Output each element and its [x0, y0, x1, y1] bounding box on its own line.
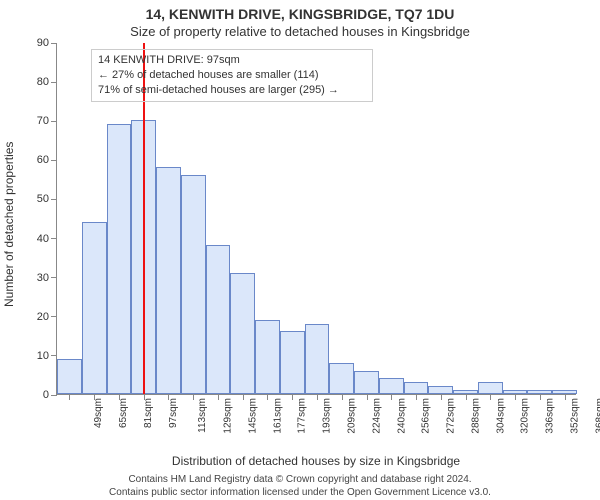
x-axis-label: Distribution of detached houses by size …	[56, 454, 576, 468]
y-tick	[51, 121, 57, 122]
x-tick	[441, 394, 442, 400]
histogram-bar	[305, 324, 330, 394]
x-tick	[69, 394, 70, 400]
x-tick-label: 113sqm	[197, 398, 208, 433]
histogram-bar	[404, 382, 429, 394]
y-tick-label: 40	[37, 233, 49, 245]
y-axis-label: Number of detached properties	[2, 142, 16, 307]
x-tick	[292, 394, 293, 400]
y-tick-label: 60	[37, 154, 49, 166]
histogram-bar	[379, 378, 404, 394]
x-tick-label: 65sqm	[118, 398, 129, 428]
histogram-bar	[230, 273, 255, 394]
y-tick	[51, 199, 57, 200]
x-tick-label: 145sqm	[248, 398, 259, 434]
x-tick	[391, 394, 392, 400]
y-tick-label: 10	[37, 350, 49, 362]
histogram-bar	[156, 167, 181, 394]
y-tick	[51, 395, 57, 396]
histogram-bar	[329, 363, 354, 394]
y-tick-label: 90	[37, 37, 49, 49]
x-tick-label: 352sqm	[569, 398, 580, 434]
x-tick-label: 193sqm	[322, 398, 333, 434]
histogram-bar	[206, 245, 231, 394]
x-tick	[515, 394, 516, 400]
x-tick-label: 240sqm	[396, 398, 407, 434]
x-tick-label: 97sqm	[168, 398, 179, 428]
histogram-bar	[181, 175, 206, 394]
histogram-bar	[57, 359, 82, 394]
footer-line-2: Contains public sector information licen…	[0, 486, 600, 499]
x-tick	[342, 394, 343, 400]
x-tick	[94, 394, 95, 400]
x-tick-label: 161sqm	[272, 398, 283, 434]
y-tick	[51, 355, 57, 356]
y-tick-label: 50	[37, 193, 49, 205]
y-tick	[51, 43, 57, 44]
x-tick	[317, 394, 318, 400]
x-tick-label: 177sqm	[297, 398, 308, 434]
x-tick	[168, 394, 169, 400]
histogram-bar	[82, 222, 107, 394]
x-tick-label: 224sqm	[371, 398, 382, 434]
y-tick	[51, 160, 57, 161]
x-tick-label: 256sqm	[421, 398, 432, 434]
x-tick	[540, 394, 541, 400]
y-tick	[51, 277, 57, 278]
histogram-bar	[428, 386, 453, 394]
x-tick	[416, 394, 417, 400]
page-title-line1: 14, KENWITH DRIVE, KINGSBRIDGE, TQ7 1DU	[0, 6, 600, 22]
x-tick	[267, 394, 268, 400]
x-tick	[243, 394, 244, 400]
annotation-line-2: ← 27% of detached houses are smaller (11…	[98, 68, 366, 83]
x-tick-label: 304sqm	[495, 398, 506, 434]
x-tick	[490, 394, 491, 400]
y-tick	[51, 82, 57, 83]
y-tick-label: 80	[37, 76, 49, 88]
x-tick	[144, 394, 145, 400]
y-tick	[51, 238, 57, 239]
y-tick-label: 30	[37, 272, 49, 284]
x-tick	[466, 394, 467, 400]
x-tick-label: 209sqm	[347, 398, 358, 434]
annotation-line-3: 71% of semi-detached houses are larger (…	[98, 83, 366, 98]
y-tick-label: 70	[37, 115, 49, 127]
histogram-bar	[280, 331, 305, 394]
x-tick-label: 272sqm	[446, 398, 457, 434]
attribution-footer: Contains HM Land Registry data © Crown c…	[0, 473, 600, 499]
x-tick-label: 368sqm	[594, 398, 600, 434]
x-tick	[218, 394, 219, 400]
histogram-bar	[478, 382, 503, 394]
x-tick-label: 288sqm	[470, 398, 481, 434]
x-tick-label: 320sqm	[520, 398, 531, 434]
x-tick-label: 81sqm	[143, 398, 154, 428]
footer-line-1: Contains HM Land Registry data © Crown c…	[0, 473, 600, 486]
y-tick-label: 0	[43, 389, 49, 401]
histogram-bar	[107, 124, 132, 394]
y-tick-label: 20	[37, 311, 49, 323]
x-tick	[119, 394, 120, 400]
x-tick-label: 336sqm	[545, 398, 556, 434]
annotation-box: 14 KENWITH DRIVE: 97sqm← 27% of detached…	[91, 49, 373, 102]
page-title-line2: Size of property relative to detached ho…	[0, 24, 600, 39]
x-tick-label: 129sqm	[223, 398, 234, 434]
histogram-bar	[354, 371, 379, 394]
y-tick	[51, 316, 57, 317]
x-tick	[367, 394, 368, 400]
x-tick	[565, 394, 566, 400]
histogram-bar	[255, 320, 280, 394]
x-tick	[193, 394, 194, 400]
histogram-plot: 010203040506070809049sqm65sqm81sqm97sqm1…	[56, 43, 576, 395]
annotation-line-1: 14 KENWITH DRIVE: 97sqm	[98, 53, 366, 68]
x-tick-label: 49sqm	[93, 398, 104, 428]
